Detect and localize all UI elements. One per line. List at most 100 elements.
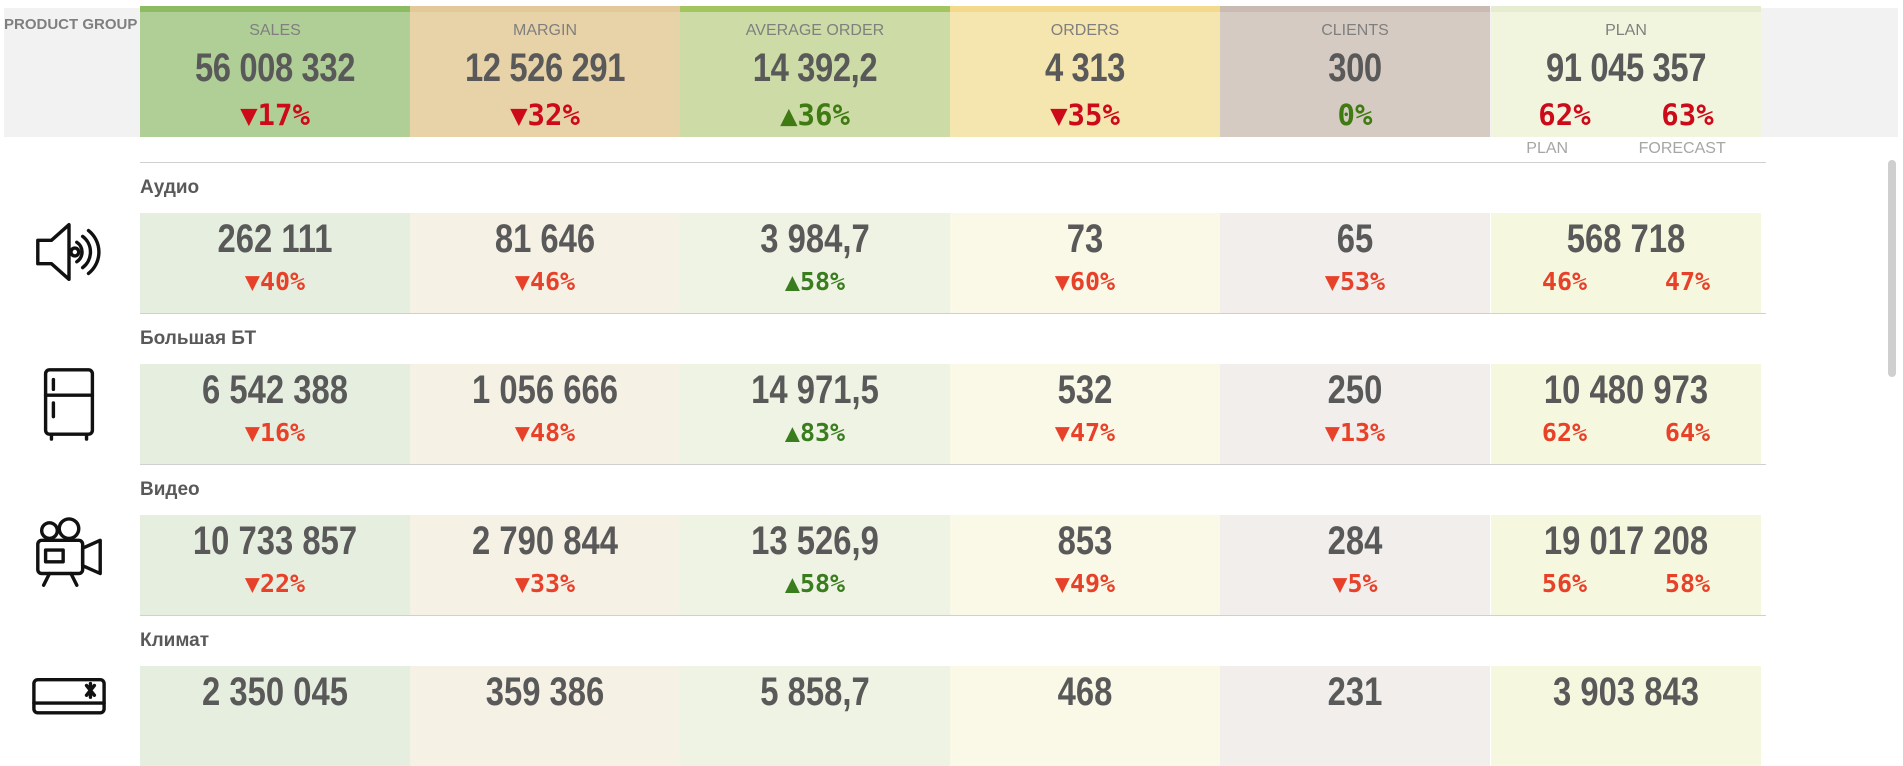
category-cell[interactable]: 10 480 973 62% 64% [1491,364,1761,464]
metric-value: 568 718 [1566,217,1686,261]
category-cell[interactable]: 853 ▼49% [950,515,1220,615]
header-cap [680,6,950,12]
header-cap [950,6,1220,12]
category-cell[interactable]: 468 [950,666,1220,766]
category-cell[interactable]: 13 526,9 ▲58% [680,515,950,615]
metric-value: 3 903 843 [1553,670,1699,714]
metric-change: ▼53% [1324,267,1386,296]
plan-pct: 56% [1541,569,1588,598]
kpi-value: 56 008 332 [194,46,356,90]
category-cell[interactable]: 19 017 208 56% 58% [1491,515,1761,615]
category-cell[interactable]: 10 733 857 ▼22% [140,515,410,615]
plan-pct: 46% [1541,267,1588,296]
metric-value: 1 056 666 [472,368,618,412]
kpi-change: ▼32% [510,98,580,132]
metric-value: 359 386 [485,670,605,714]
plan-forecast-labels: PLAN FORECAST [1491,140,1761,158]
metric-change: ▼13% [1324,418,1386,447]
metric-value: 3 984,7 [760,217,870,261]
metric-value: 532 [1057,368,1113,412]
metric-change: ▲58% [784,267,846,296]
plan-percentages: 62% 63% [1491,98,1761,132]
metric-change: ▼5% [1332,569,1378,598]
category-cell[interactable]: 3 984,7 ▲58% [680,213,950,313]
scrollbar-thumb[interactable] [1888,160,1896,377]
forecast-label: FORECAST [1638,140,1726,157]
metric-change: ▼60% [1054,267,1116,296]
metric-value: 14 971,5 [751,368,879,412]
metric-value: 81 646 [494,217,596,261]
forecast-pct: 47% [1664,267,1711,296]
plan-percentages: 62% 64% [1491,418,1761,447]
column-title: MARGIN [513,22,577,39]
category-cell[interactable]: 73 ▼60% [950,213,1220,313]
forecast-pct: 58% [1664,569,1711,598]
category-cell[interactable]: 1 056 666 ▼48% [410,364,680,464]
category-cell[interactable]: 3 903 843 [1491,666,1761,766]
category-title: Большая БТ [140,328,257,349]
column-title: PLAN [1605,22,1647,39]
metric-value: 13 526,9 [751,519,879,563]
column-title: AVERAGE ORDER [745,22,885,39]
category-cell[interactable]: 284 ▼5% [1220,515,1490,615]
header-cell-sales[interactable]: SALES 56 008 332 ▼17% [140,6,410,137]
metric-change: ▼46% [514,267,576,296]
category-cell[interactable]: 250 ▼13% [1220,364,1490,464]
metric-change: ▼49% [1054,569,1116,598]
metric-change: ▼33% [514,569,576,598]
forecast-pct: 64% [1664,418,1711,447]
metric-value: 5 858,7 [760,670,870,714]
metric-value: 19 017 208 [1543,519,1709,563]
category-cell[interactable]: 5 858,7 [680,666,950,766]
kpi-value: 4 313 [1044,46,1126,90]
column-title: ORDERS [1050,22,1120,39]
metric-change: ▼47% [1054,418,1116,447]
metric-change: ▼16% [244,418,306,447]
metric-value: 853 [1057,519,1113,563]
row-divider [140,313,1766,314]
category-cell[interactable]: 262 111 ▼40% [140,213,410,313]
category-title: Видео [140,479,200,500]
header-cap [410,6,680,12]
plan-pct: 62% [1541,418,1588,447]
header-divider [140,162,1766,163]
header-cell-plan[interactable]: PLAN 91 045 357 62% 63% [1491,6,1761,137]
header-cell-avg_order[interactable]: AVERAGE ORDER 14 392,2 ▲36% [680,6,950,137]
category-cell[interactable]: 81 646 ▼46% [410,213,680,313]
category-cell[interactable]: 359 386 [410,666,680,766]
category-cell[interactable]: 6 542 388 ▼16% [140,364,410,464]
air-conditioner-icon [30,666,108,744]
kpi-value: 91 045 357 [1545,46,1707,90]
category-cell[interactable]: 2 350 045 [140,666,410,766]
kpi-value: 12 526 291 [464,46,626,90]
column-title: CLIENTS [1321,22,1389,39]
plan-label: PLAN [1526,140,1569,157]
header-cap [140,6,410,12]
category-cell[interactable]: 2 790 844 ▼33% [410,515,680,615]
header-cell-orders[interactable]: ORDERS 4 313 ▼35% [950,6,1220,137]
category-cell[interactable]: 532 ▼47% [950,364,1220,464]
kpi-value: 14 392,2 [752,46,878,90]
plan-pct: 62% [1538,98,1591,132]
row-divider [140,464,1766,465]
header-cap [1220,6,1490,12]
header-cell-margin[interactable]: MARGIN 12 526 291 ▼32% [410,6,680,137]
fridge-icon [30,364,108,442]
category-cell[interactable]: 65 ▼53% [1220,213,1490,313]
kpi-change: ▼35% [1050,98,1120,132]
category-cell[interactable]: 568 718 46% 47% [1491,213,1761,313]
plan-percentages: 56% 58% [1491,569,1761,598]
metric-change: ▼22% [244,569,306,598]
kpi-value: 300 [1328,46,1382,90]
category-cell[interactable]: 14 971,5 ▲83% [680,364,950,464]
metric-change: ▼48% [514,418,576,447]
header-cell-clients[interactable]: CLIENTS 300 0% [1220,6,1490,137]
video-camera-icon [30,515,108,593]
metric-change: ▼40% [244,267,306,296]
metric-value: 73 [1066,217,1104,261]
metric-value: 10 480 973 [1543,368,1709,412]
column-title: SALES [249,22,301,39]
category-cell[interactable]: 231 [1220,666,1490,766]
metric-value: 2 790 844 [472,519,618,563]
metric-value: 6 542 388 [202,368,348,412]
